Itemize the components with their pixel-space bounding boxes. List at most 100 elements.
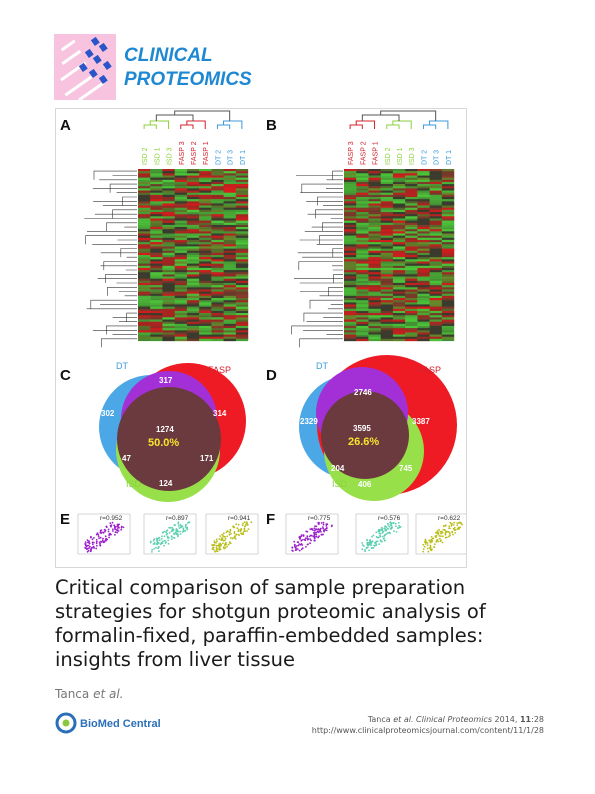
scatter-point: [313, 532, 316, 535]
heatmap-cell: [235, 244, 249, 247]
heatmap-cell: [356, 325, 369, 329]
heatmap-cell: [429, 276, 443, 279]
heatmap-cell: [429, 255, 443, 258]
author-etal: et al.: [93, 687, 124, 701]
heatmap-cell: [150, 227, 163, 230]
heatmap-cell: [199, 308, 212, 312]
heatmap-cell: [199, 192, 212, 196]
heatmap-cell: [356, 177, 369, 180]
venn-c-fasp-label: FASP: [208, 365, 231, 375]
heatmap-cell: [368, 287, 381, 290]
scatter-point: [215, 538, 218, 541]
heatmap-cell: [380, 270, 394, 273]
heatmap-cell: [405, 272, 418, 275]
heatmap-cell: [356, 171, 369, 174]
heatmap-cell: [138, 207, 151, 211]
scatter-point: [112, 530, 114, 532]
scatter-point: [375, 535, 378, 538]
heatmap-cell: [405, 295, 418, 299]
heatmap-cell: [235, 319, 249, 322]
heatmap-cell: [211, 293, 224, 297]
heatmap-cell: [417, 272, 430, 275]
scatter-point: [454, 529, 457, 531]
heatmap-cell: [150, 272, 163, 275]
heatmap-cell: [150, 304, 163, 307]
heatmap-cell: [368, 252, 381, 256]
heatmap-cell: [174, 308, 188, 312]
heatmap-cell: [223, 224, 237, 228]
heatmap-cell: [186, 257, 200, 260]
heatmap-cell: [441, 188, 455, 191]
heatmap-cell: [162, 233, 175, 236]
scatter-point: [450, 524, 453, 527]
heatmap-cell: [441, 338, 455, 342]
heatmap-cell: [441, 285, 455, 288]
heatmap-cell: [186, 278, 200, 281]
heatmap-cell: [392, 325, 406, 329]
heatmap-cell: [368, 209, 381, 213]
scatter-point: [422, 550, 424, 553]
heatmap-cell: [429, 293, 443, 297]
heatmap-cell: [199, 242, 212, 245]
heatmap-cell: [150, 285, 163, 288]
heatmap-cell: [199, 252, 212, 256]
scatter-point: [297, 544, 300, 547]
heatmap-cell: [138, 291, 151, 294]
heatmap-cell: [344, 224, 357, 228]
heatmap-cell: [429, 323, 443, 327]
heatmap-cell: [174, 184, 188, 187]
heatmap-cell: [356, 220, 369, 223]
heatmap-cell: [186, 169, 200, 172]
heatmap-cell: [138, 235, 151, 238]
scatter-point: [96, 532, 99, 535]
scatter-point: [122, 526, 125, 529]
heatmap-cell: [162, 169, 175, 172]
heatmap-cell: [138, 306, 151, 309]
heatmap-cell: [405, 265, 418, 269]
heatmap-cell: [344, 244, 357, 247]
scatter-point: [375, 543, 378, 546]
heatmap-cell: [235, 194, 249, 198]
heatmap-cell: [162, 250, 175, 254]
heatmap-cell: [441, 242, 455, 245]
heatmap-cell: [162, 203, 175, 206]
heatmap-cell: [344, 212, 357, 215]
heatmap-cell: [162, 235, 175, 238]
scatter-point: [361, 544, 364, 546]
scatter-point: [366, 541, 369, 544]
heatmap-cell: [429, 291, 443, 294]
scatter-point: [91, 541, 94, 544]
heatmap-cell: [429, 325, 443, 329]
heatmap-cell: [392, 313, 406, 316]
scatter-point: [112, 528, 114, 531]
heatmap-cell: [235, 201, 249, 204]
heatmap-cell: [441, 293, 455, 297]
heatmap-cell: [380, 246, 394, 249]
heatmap-cell: [405, 317, 418, 320]
heatmap-cell: [138, 265, 151, 269]
heatmap-cell: [417, 216, 430, 219]
heatmap-cell: [417, 171, 430, 174]
scatter-point: [384, 525, 386, 528]
heatmap-cell: [211, 205, 224, 208]
heatmap-cell: [429, 235, 443, 238]
venn-c-isd-label: ISD: [126, 479, 142, 489]
heatmap-cell: [235, 235, 249, 238]
heatmap-cell: [441, 186, 455, 189]
heatmap-cell: [138, 248, 151, 251]
citation-etal: et al.: [393, 715, 414, 724]
column-label: FASP 2: [191, 141, 198, 165]
scatter-point: [114, 531, 117, 534]
scatter-point: [157, 542, 160, 544]
heatmap-cell: [380, 280, 394, 284]
heatmap-cell: [150, 336, 163, 340]
heatmap-cell: [138, 315, 151, 318]
heatmap-cell: [235, 222, 249, 226]
scatter-point: [424, 543, 427, 545]
heatmap-cell: [417, 212, 430, 215]
heatmap-cell: [380, 272, 394, 275]
venn-c-isd-only-value: 124: [159, 479, 173, 488]
heatmap-cell: [199, 214, 212, 217]
heatmap-cell: [344, 169, 357, 172]
column-labels-a: ISD 2 ISD 1 ISD 3 FASP 3 FASP 2 FASP 1 DT 2 DT …: [142, 141, 247, 165]
